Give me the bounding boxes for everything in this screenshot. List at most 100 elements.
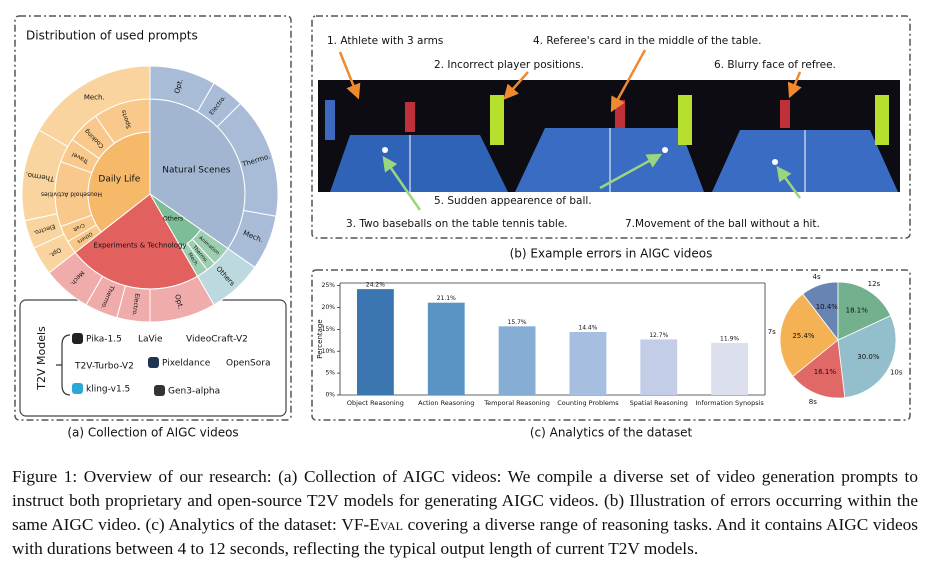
caption-text: Figure 1: Overview of our research: (a) … xyxy=(12,467,918,534)
annotation: 7.Movement of the ball without a hit. xyxy=(625,218,820,230)
pie-slice xyxy=(792,339,846,399)
value-label: 15.7% xyxy=(508,319,527,326)
model-name: Pika-1.5 xyxy=(86,335,122,345)
value-label: 12.7% xyxy=(649,332,668,339)
pie-slice xyxy=(837,281,892,341)
y-tick-label: 5% xyxy=(325,370,335,377)
label: (b) Example errors in AIGC videos xyxy=(510,247,713,261)
figure-caption: Figure 1: Overview of our research: (a) … xyxy=(12,465,918,561)
x-tick-label: Action Reasoning xyxy=(418,399,474,407)
player xyxy=(615,100,625,128)
player xyxy=(780,100,790,128)
annotation: 1. Athlete with 3 arms xyxy=(327,35,443,47)
panel-c-frame xyxy=(311,269,911,421)
model-icon xyxy=(154,385,165,396)
annotation: 5. Sudden appearence of ball. xyxy=(434,195,592,207)
sunburst-label: Opt. xyxy=(173,78,185,94)
pie-slice xyxy=(779,293,839,377)
y-tick-label: 0% xyxy=(325,392,335,399)
x-tick-label: Counting Problems xyxy=(557,399,619,407)
player xyxy=(875,95,889,145)
annotation: 2. Incorrect player positions. xyxy=(434,59,584,71)
arrow xyxy=(503,71,529,100)
models-bracket xyxy=(56,334,71,396)
model-name: OpenSora xyxy=(226,359,270,369)
sunburst-segment xyxy=(38,65,151,148)
ball xyxy=(772,159,778,165)
pie-label: 10s xyxy=(890,368,903,376)
bar xyxy=(711,342,748,395)
y-tick-label: 15% xyxy=(322,326,336,333)
value-label: 14.4% xyxy=(578,325,597,332)
x-tick-label: Spatial Reasoning xyxy=(630,399,688,407)
panel-a-frame xyxy=(14,15,292,421)
y-axis-label: Percentage xyxy=(316,319,324,358)
model-name: LaVie xyxy=(138,335,163,345)
sunburst-label: Household Activities xyxy=(41,191,102,198)
sunburst-label: Others xyxy=(163,216,183,223)
model-icon xyxy=(72,333,83,344)
y-tick-label: 10% xyxy=(322,348,336,355)
video-frames xyxy=(318,80,900,192)
pie-label: 7s xyxy=(768,328,776,336)
pie-label: 8s xyxy=(809,398,817,406)
value-label: 10.4% xyxy=(816,303,839,311)
value-label: 18.1% xyxy=(846,307,869,315)
bar xyxy=(498,326,536,395)
arrow xyxy=(338,51,361,100)
figure: Distribution of used prompts (a) Collecti… xyxy=(14,15,911,440)
panel-b-frame xyxy=(311,15,911,239)
annotation: 3. Two baseballs on the table tennis tab… xyxy=(346,218,568,230)
player xyxy=(325,100,335,140)
y-tick-label: 20% xyxy=(322,304,336,311)
bar xyxy=(569,332,607,395)
model-name: VideoCraft-V2 xyxy=(186,335,248,345)
x-tick-label: Temporal Reasoning xyxy=(483,399,550,407)
sunburst-label: Experiments & Technology xyxy=(93,241,186,249)
sunburst-label: Natural Scenes xyxy=(162,165,230,175)
annotation: 4. Referee's card in the middle of the t… xyxy=(533,35,761,47)
model-name: kling-v1.5 xyxy=(86,385,130,395)
arrow xyxy=(382,155,422,211)
bar xyxy=(427,302,465,395)
sunburst-label: Craft xyxy=(72,221,86,232)
player xyxy=(405,102,415,132)
value-label: 30.0% xyxy=(857,353,880,361)
arrow xyxy=(599,153,663,190)
arrow xyxy=(776,165,802,199)
label: (c) Analytics of the dataset xyxy=(530,426,693,440)
arrows xyxy=(338,49,802,211)
caption-name: VF-Eval xyxy=(341,515,403,534)
pie-label: 12s xyxy=(868,280,881,288)
ball xyxy=(382,147,388,153)
model-name: Pixeldance xyxy=(162,359,211,369)
arrow xyxy=(610,49,647,113)
x-tick-label: Object Reasoning xyxy=(347,399,404,407)
model-name: T2V-Turbo-V2 xyxy=(74,362,134,372)
value-label: 16.1% xyxy=(814,368,837,376)
player xyxy=(490,95,504,145)
models-label: T2V Models xyxy=(35,326,48,391)
value-label: 24.2% xyxy=(366,282,385,289)
sunburst-label: Opt. xyxy=(173,293,185,309)
x-tick-label: Information Synopsis xyxy=(695,399,764,407)
bar xyxy=(640,339,678,395)
label: (a) Collection of AIGC videos xyxy=(67,426,238,440)
y-tick-label: 25% xyxy=(322,282,336,289)
pie-label: 4s xyxy=(813,273,821,281)
sunburst-label: Electro. xyxy=(130,293,140,316)
annotation: 6. Blurry face of refree. xyxy=(714,59,836,71)
value-label: 11.9% xyxy=(720,335,739,342)
caption-text: covering a diverse range of reasoning ta… xyxy=(12,515,918,558)
player xyxy=(678,95,692,145)
model-icon xyxy=(148,357,159,368)
bar xyxy=(357,289,394,395)
pie-slice xyxy=(837,315,897,399)
ball xyxy=(662,147,668,153)
model-icon xyxy=(72,383,83,394)
sunburst-label: Daily Life xyxy=(98,175,140,185)
label: Distribution of used prompts xyxy=(26,29,198,43)
sunburst-label: Mech. xyxy=(84,93,105,101)
value-label: 21.1% xyxy=(437,295,456,302)
